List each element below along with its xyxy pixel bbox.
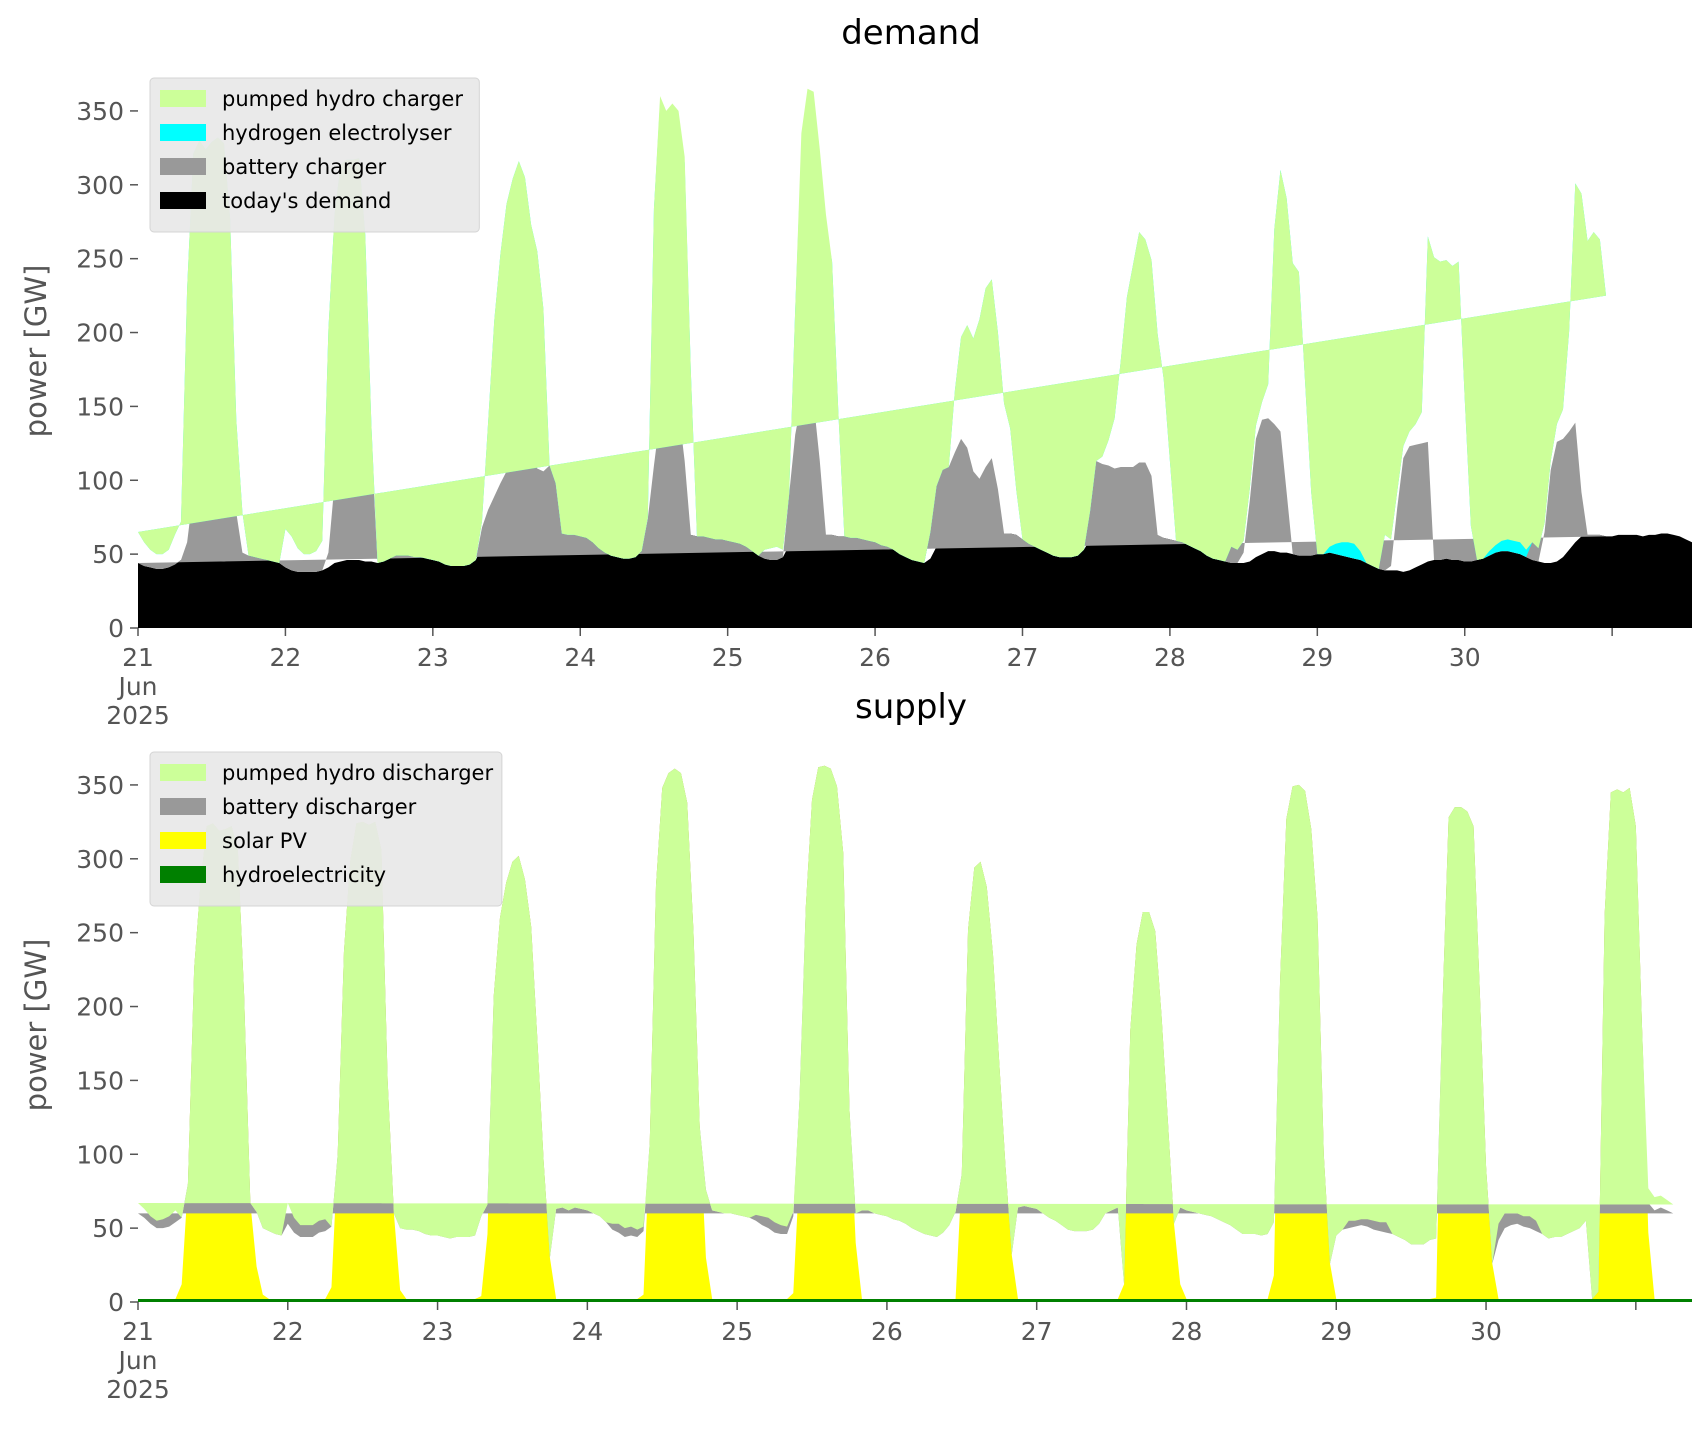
x-tick-label: 30 (1470, 1317, 1502, 1346)
chart-title: supply (855, 687, 967, 727)
chart-title: demand (841, 13, 981, 53)
legend: pumped hydro charger hydrogen electrolyse… (149, 77, 480, 233)
y-axis: 0 50 100 150 200 250 300 350 power [GW] (19, 771, 138, 1317)
x-tick-label: 27 (1021, 1317, 1053, 1346)
stacked-areas (138, 765, 1692, 1302)
legend-box (149, 751, 503, 907)
y-tick-label: 100 (76, 1140, 124, 1169)
x-tick-label: 24 (564, 643, 596, 672)
y-tick-label: 100 (76, 466, 124, 495)
x-tick-label: 28 (1154, 643, 1186, 672)
legend-box (149, 77, 480, 233)
legend-label: hydrogen electrolyser (222, 121, 452, 145)
y-tick-label: 0 (108, 1288, 124, 1317)
stacked-areas (138, 88, 1692, 628)
y-tick-label: 300 (76, 171, 124, 200)
legend: pumped hydro discharger battery discharge… (149, 751, 503, 907)
x-tick-label: 26 (859, 643, 891, 672)
chart-panel-demand: demand 0 50 100 150 200 250 300 350 power [GW] 21 J… (19, 13, 1692, 730)
area-hydroelectricity (138, 1299, 1692, 1302)
y-axis: 0 50 100 150 200 250 300 350 power [GW] (19, 97, 138, 643)
y-tick-label: 300 (76, 845, 124, 874)
legend-swatch (160, 764, 206, 781)
legend-label: pumped hydro discharger (222, 761, 493, 785)
area-battery-charger (138, 400, 1607, 572)
x-tick-label: 29 (1320, 1317, 1352, 1346)
y-tick-label: 0 (108, 614, 124, 643)
x-tick-label: 22 (270, 643, 302, 672)
y-tick-label: 150 (76, 392, 124, 421)
area-pumped-hydro-discharger (138, 765, 1674, 1300)
legend-label: hydroelectricity (222, 863, 386, 887)
x-axis: 21 Jun 2025 22 23 24 25 26 27 28 29 30 (106, 1302, 1637, 1404)
legend-swatch (160, 90, 206, 107)
y-tick-label: 350 (76, 771, 124, 800)
legend-swatch (160, 832, 206, 849)
legend-label: battery discharger (222, 795, 417, 819)
chart-panel-supply: supply 0 50 100 150 200 250 300 350 power [GW] 21 J… (19, 687, 1692, 1404)
y-tick-label: 250 (76, 245, 124, 274)
legend-swatch (160, 866, 206, 883)
legend-swatch (160, 798, 206, 815)
x-tick-label: 23 (417, 643, 449, 672)
y-tick-label: 250 (76, 919, 124, 948)
legend-label: solar PV (222, 829, 307, 853)
legend-swatch (160, 192, 206, 209)
x-tick-label: 21 Jun 2025 (106, 1317, 170, 1404)
x-tick-label: 29 (1301, 643, 1333, 672)
x-tick-label: 21 Jun 2025 (106, 643, 170, 730)
area-pumped-hydro-charger (138, 88, 1607, 569)
x-tick-label: 25 (721, 1317, 753, 1346)
x-tick-label: 23 (422, 1317, 454, 1346)
x-tick-label: 26 (871, 1317, 903, 1346)
legend-swatch (160, 124, 206, 141)
x-axis: 21 Jun 2025 22 23 24 25 26 27 28 29 30 (106, 628, 1613, 730)
x-tick-label: 24 (571, 1317, 603, 1346)
y-tick-label: 350 (76, 97, 124, 126)
y-tick-label: 200 (76, 319, 124, 348)
x-tick-label: 27 (1007, 643, 1039, 672)
y-axis-label: power [GW] (19, 939, 53, 1112)
legend-swatch (160, 158, 206, 175)
legend-label: battery charger (222, 155, 387, 179)
legend-label: pumped hydro charger (222, 87, 463, 111)
x-tick-label: 28 (1171, 1317, 1203, 1346)
y-tick-label: 150 (76, 1066, 124, 1095)
x-tick-label: 25 (712, 643, 744, 672)
x-tick-label: 22 (272, 1317, 304, 1346)
y-tick-label: 50 (92, 540, 124, 569)
x-tick-label: 30 (1449, 643, 1481, 672)
y-axis-label: power [GW] (19, 265, 53, 438)
y-tick-label: 50 (92, 1214, 124, 1243)
y-tick-label: 200 (76, 993, 124, 1022)
legend-label: today's demand (222, 189, 391, 213)
